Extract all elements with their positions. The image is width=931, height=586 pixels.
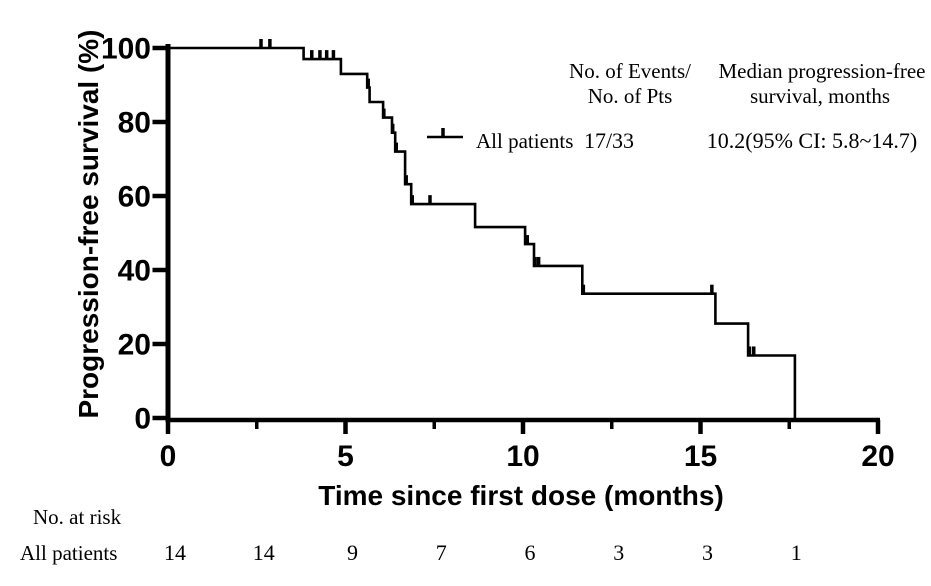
risk-table-title: No. at risk	[33, 505, 122, 529]
risk-count: 3	[702, 540, 713, 565]
censor-marks-group	[259, 39, 756, 355]
y-axis-ticks: 100 80 60 40 20 0	[101, 33, 168, 436]
risk-values-row: 14 14 9 7 6 3 3 1	[164, 540, 802, 565]
legend-series-label: All patients	[476, 129, 573, 153]
risk-count: 14	[253, 540, 275, 565]
y-tick-label: 80	[118, 107, 151, 140]
y-tick-label: 0	[134, 403, 151, 436]
y-tick-label: 20	[118, 329, 151, 362]
y-tick-label: 100	[101, 33, 151, 66]
y-tick-label: 40	[118, 255, 151, 288]
risk-count: 9	[347, 540, 358, 565]
x-tick-label: 5	[337, 440, 354, 473]
y-tick-label: 60	[118, 181, 151, 214]
median-value: 10.2(95% CI: 5.8~14.7)	[707, 128, 918, 153]
risk-count: 14	[164, 540, 186, 565]
y-axis-title: Progression-free survival (%)	[73, 29, 104, 418]
events-header-line2: No. of Pts	[588, 84, 673, 108]
risk-table: No. at risk All patients 14 14 9 7 6 3 3 1	[20, 505, 802, 565]
survival-curve-group	[168, 46, 797, 418]
x-tick-label: 15	[684, 440, 717, 473]
x-axis-title: Time since first dose (months)	[318, 480, 724, 511]
risk-row-label: All patients	[20, 541, 117, 565]
x-tick-label: 10	[506, 440, 539, 473]
risk-count: 6	[525, 540, 536, 565]
x-tick-label: 20	[861, 440, 894, 473]
risk-count: 7	[436, 540, 447, 565]
events-header-line1: No. of Events/	[569, 59, 691, 83]
median-header-line2: survival, months	[750, 84, 890, 108]
km-step-curve	[168, 46, 797, 418]
events-value: 17/33	[584, 128, 634, 153]
risk-count: 3	[613, 540, 624, 565]
risk-count: 1	[791, 540, 802, 565]
x-axis-ticks: 0 5 10 15 20	[160, 420, 895, 473]
median-header-line1: Median progression-free	[718, 59, 925, 83]
x-tick-label: 0	[160, 440, 177, 473]
legend-block: All patients No. of Events/ No. of Pts 1…	[427, 59, 926, 153]
